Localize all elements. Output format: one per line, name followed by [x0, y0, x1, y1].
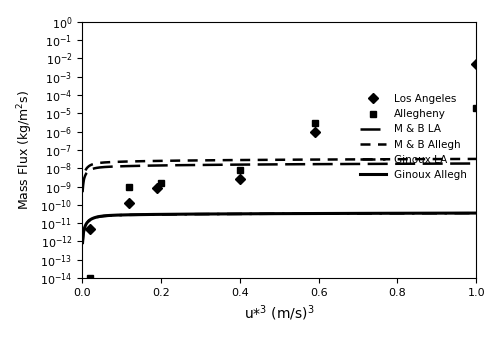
- Ginoux Allegh: [464, 211, 469, 215]
- M & B LA: [464, 162, 469, 166]
- M & B Allegh: [464, 157, 469, 161]
- M & B Allegh: [292, 158, 298, 162]
- Ginoux Allegh: [473, 211, 479, 215]
- Line: Allegheny: Allegheny: [86, 104, 480, 282]
- Ginoux LA: [473, 211, 479, 215]
- Los Angeles: [154, 186, 160, 190]
- Line: Ginoux LA: Ginoux LA: [82, 213, 476, 243]
- M & B LA: [402, 162, 408, 166]
- Allegheny: [87, 276, 93, 280]
- Allegheny: [158, 181, 164, 185]
- M & B Allegh: [473, 157, 479, 161]
- Y-axis label: Mass Flux (kg/m$^2$s): Mass Flux (kg/m$^2$s): [15, 90, 34, 210]
- Allegheny: [473, 106, 479, 110]
- Ginoux Allegh: [314, 212, 320, 216]
- Ginoux LA: [402, 211, 408, 215]
- Los Angeles: [126, 201, 132, 205]
- Ginoux LA: [464, 211, 469, 215]
- M & B LA: [80, 190, 86, 194]
- Legend: Los Angeles, Allegheny, M & B LA, M & B Allegh, Ginoux LA, Ginoux Allegh: Los Angeles, Allegheny, M & B LA, M & B …: [356, 90, 471, 184]
- Line: M & B Allegh: M & B Allegh: [82, 159, 476, 188]
- Los Angeles: [473, 62, 479, 66]
- Allegheny: [237, 168, 243, 172]
- Line: M & B LA: M & B LA: [82, 164, 476, 192]
- X-axis label: u*$^3$ (m/s)$^3$: u*$^3$ (m/s)$^3$: [244, 304, 314, 323]
- Ginoux LA: [292, 212, 298, 216]
- Ginoux Allegh: [80, 241, 86, 245]
- Los Angeles: [237, 177, 243, 181]
- Ginoux Allegh: [266, 212, 272, 216]
- Ginoux LA: [269, 212, 275, 216]
- Ginoux Allegh: [292, 212, 298, 216]
- Los Angeles: [87, 227, 93, 231]
- Ginoux LA: [314, 212, 320, 216]
- Line: Los Angeles: Los Angeles: [86, 60, 480, 232]
- Ginoux LA: [80, 241, 86, 245]
- M & B Allegh: [269, 158, 275, 162]
- M & B Allegh: [80, 186, 86, 190]
- M & B Allegh: [402, 157, 408, 161]
- M & B Allegh: [314, 158, 320, 162]
- Line: Ginoux Allegh: Ginoux Allegh: [82, 213, 476, 243]
- M & B LA: [292, 162, 298, 166]
- Ginoux Allegh: [269, 212, 275, 216]
- Los Angeles: [312, 130, 318, 135]
- Ginoux LA: [266, 212, 272, 216]
- Allegheny: [126, 185, 132, 189]
- M & B LA: [269, 162, 275, 166]
- M & B LA: [473, 162, 479, 166]
- Allegheny: [312, 121, 318, 125]
- M & B LA: [314, 162, 320, 166]
- Ginoux Allegh: [402, 211, 408, 215]
- M & B Allegh: [266, 158, 272, 162]
- M & B LA: [266, 162, 272, 166]
